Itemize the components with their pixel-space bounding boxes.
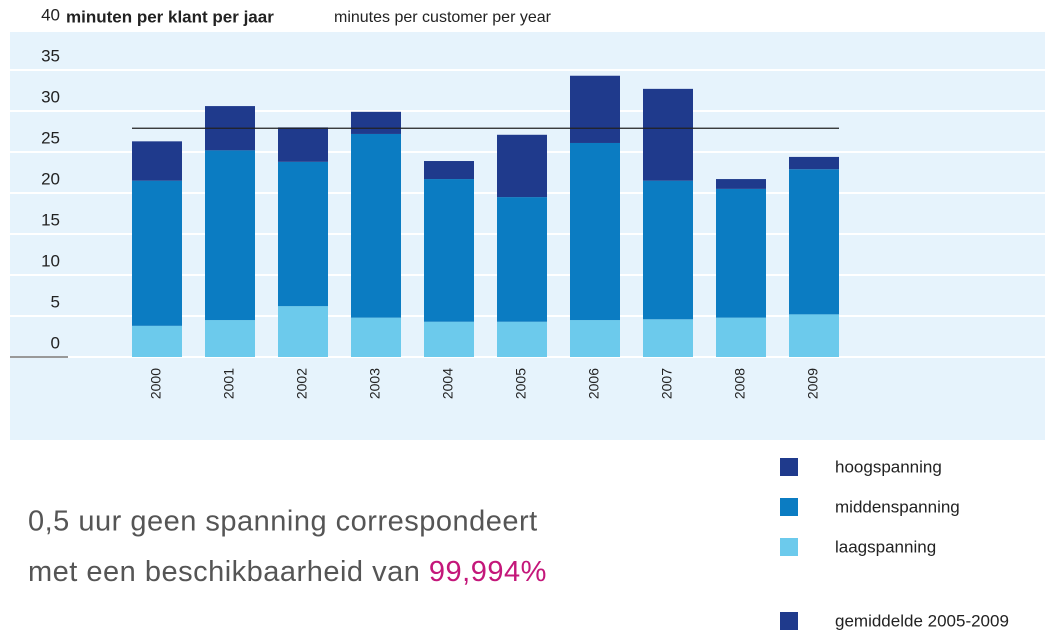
x-tick-label: 2004	[440, 368, 456, 399]
bar-segment	[570, 75, 620, 143]
bar-segment	[424, 161, 474, 180]
bar-segment	[789, 169, 839, 315]
bar-segment	[351, 111, 401, 134]
y-tick-label: 5	[51, 292, 60, 311]
bar-segment	[205, 150, 255, 321]
bar-segment	[351, 133, 401, 318]
bar-segment	[716, 188, 766, 318]
y-tick-label: 40	[41, 5, 60, 24]
y-tick-label: 30	[41, 87, 60, 106]
bar-segment	[278, 306, 328, 357]
note-line: 0,5 uur geen spanning correspondeert	[28, 506, 538, 538]
bar-segment	[497, 197, 547, 322]
bar-segment	[789, 314, 839, 357]
y-tick-label: 10	[41, 251, 60, 270]
bar-segment	[716, 179, 766, 189]
legend-swatch	[780, 498, 798, 516]
y-tick-label: 20	[41, 169, 60, 188]
bar-segment	[643, 319, 693, 357]
x-tick-label: 2008	[732, 368, 748, 399]
legend-label: gemiddelde 2005-2009	[835, 611, 1009, 630]
y-tick-label: 25	[41, 128, 60, 147]
bar-segment	[132, 141, 182, 181]
x-tick-label: 2009	[805, 368, 821, 399]
x-tick-label: 2002	[294, 368, 310, 399]
note-text: met een beschikbaarheid van	[28, 556, 420, 588]
y-tick-label: 15	[41, 210, 60, 229]
bar-segment	[132, 180, 182, 326]
x-tick-label: 2005	[513, 368, 529, 399]
bar-segment	[497, 134, 547, 198]
bar-segment	[497, 321, 547, 357]
bar-segment	[205, 320, 255, 357]
note-line: met een beschikbaarheid van 99,994%	[28, 556, 547, 588]
bar-segment	[424, 321, 474, 357]
bar-segment	[643, 88, 693, 181]
bar-segment	[789, 156, 839, 170]
bar-segment	[716, 317, 766, 357]
bar-segment	[132, 325, 182, 357]
legend-label: laagspanning	[835, 537, 936, 556]
x-tick-label: 2000	[148, 368, 164, 399]
x-tick-label: 2006	[586, 368, 602, 399]
bar-segment	[570, 142, 620, 321]
legend-swatch	[780, 612, 798, 630]
y-tick-label: 0	[51, 333, 60, 352]
legend-label: middenspanning	[835, 497, 960, 516]
bar-segment	[643, 180, 693, 320]
chart-title: minuten per klant per jaar	[66, 7, 274, 26]
legend-label: hoogspanning	[835, 457, 942, 476]
bar-segment	[351, 317, 401, 357]
chart-subtitle: minutes per customer per year	[334, 9, 552, 26]
note-highlight: 99,994%	[429, 556, 547, 588]
x-tick-label: 2001	[221, 368, 237, 399]
bar-segment	[278, 127, 328, 162]
legend-swatch	[780, 458, 798, 476]
bar-segment	[424, 179, 474, 322]
y-tick-label: 35	[41, 46, 60, 65]
bar-segment	[570, 320, 620, 357]
legend-swatch	[780, 538, 798, 556]
bar-segment	[278, 161, 328, 307]
x-tick-label: 2007	[659, 368, 675, 399]
note: 0,5 uur geen spanning correspondeert met…	[28, 506, 547, 588]
x-tick-label: 2003	[367, 368, 383, 399]
